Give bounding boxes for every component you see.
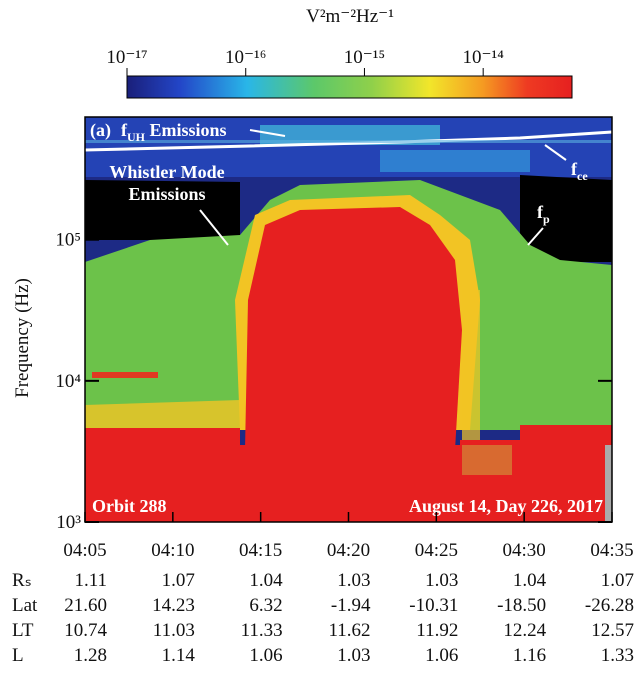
arrow <box>527 227 544 246</box>
ephemeris-value: 1.07 <box>162 570 195 591</box>
ephemeris-value: 1.28 <box>74 645 107 666</box>
ephemeris-value: 1.16 <box>513 645 546 666</box>
ephemeris-label: LT <box>12 620 34 641</box>
y-axis-label: Frequency (Hz) <box>12 278 33 398</box>
colorbar <box>126 75 573 99</box>
x-tick-label: 04:25 <box>415 540 458 561</box>
fuh-label: fUH Emissions <box>121 120 227 144</box>
ephemeris-value: 12.24 <box>503 620 546 641</box>
colorbar-tick-label: 10⁻¹⁷ <box>106 47 147 68</box>
panel-label: (a) <box>90 120 111 141</box>
arrow <box>249 129 286 137</box>
ephemeris-value: 6.32 <box>249 595 282 616</box>
colorbar-label: V²m⁻²Hz⁻¹ <box>306 6 394 27</box>
ephemeris-value: 1.14 <box>162 645 196 666</box>
fce-label: fce <box>571 159 588 183</box>
ephemeris-value: 1.06 <box>425 645 458 666</box>
ephemeris-value: 1.04 <box>249 570 283 591</box>
ephemeris-value: -26.28 <box>585 595 634 616</box>
ephemeris-value: 1.03 <box>337 645 370 666</box>
ephemeris-value: 1.11 <box>74 570 107 591</box>
x-tick-label: 04:05 <box>63 540 106 561</box>
orbit-label: Orbit 288 <box>92 496 167 516</box>
arrow <box>544 144 567 161</box>
fp-label: fp <box>537 202 550 226</box>
ephemeris-value: 11.62 <box>328 620 370 641</box>
ephemeris-label: Rₛ <box>12 570 32 591</box>
ephemeris-value: 1.03 <box>425 570 458 591</box>
ephemeris-value: -10.31 <box>409 595 458 616</box>
ephemeris-value: 11.03 <box>153 620 195 641</box>
arrow <box>199 209 229 246</box>
ephemeris-value: 1.07 <box>601 570 634 591</box>
y-tick-label: 10⁵ <box>55 230 81 251</box>
ephemeris-value: 21.60 <box>64 595 107 616</box>
whistler-label: Emissions <box>128 184 205 204</box>
whistler-label: Whistler Mode <box>109 162 224 182</box>
x-tick-label: 04:15 <box>239 540 282 561</box>
ephemeris-value: 11.33 <box>241 620 283 641</box>
x-tick-label: 04:30 <box>503 540 546 561</box>
x-tick-label: 04:10 <box>151 540 194 561</box>
x-tick-label: 04:20 <box>327 540 370 561</box>
ephemeris-value: 11.92 <box>416 620 458 641</box>
ephemeris-label: Lat <box>12 595 38 616</box>
ephemeris-label: L <box>12 645 24 666</box>
ephemeris-value: -1.94 <box>331 595 371 616</box>
ephemeris-value: 1.04 <box>513 570 547 591</box>
y-tick-label: 10⁴ <box>55 371 81 392</box>
ephemeris-value: 10.74 <box>64 620 107 641</box>
ephemeris-value: 14.23 <box>152 595 195 616</box>
x-tick-label: 04:35 <box>590 540 633 561</box>
date-label: August 14, Day 226, 2017 <box>409 496 603 516</box>
ephemeris-value: 1.06 <box>249 645 282 666</box>
y-tick-label: 10³ <box>56 512 81 533</box>
spectrogram <box>85 117 612 522</box>
colorbar-tick-label: 10⁻¹⁴ <box>462 47 504 68</box>
colorbar-tick-label: 10⁻¹⁶ <box>225 47 266 68</box>
ephemeris-value: 12.57 <box>591 620 634 641</box>
ephemeris-value: -18.50 <box>497 595 546 616</box>
ephemeris-value: 1.33 <box>601 645 634 666</box>
colorbar-tick-label: 10⁻¹⁵ <box>344 47 385 68</box>
ephemeris-value: 1.03 <box>337 570 370 591</box>
